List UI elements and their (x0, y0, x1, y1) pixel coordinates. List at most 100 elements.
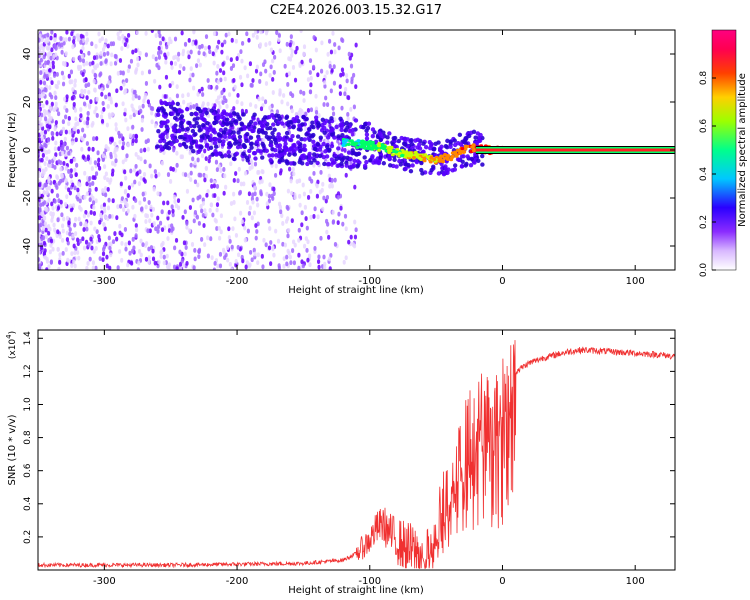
ridge-speckle (397, 158, 402, 164)
noise-speckle (347, 239, 351, 245)
ridge-speckle (478, 132, 483, 138)
noise-speckle (349, 63, 354, 69)
noise-speckle (96, 162, 101, 168)
noise-speckle (186, 102, 190, 108)
noise-speckle (111, 198, 115, 204)
noise-speckle (134, 164, 138, 169)
noise-speckle (60, 223, 65, 229)
noise-speckle (235, 56, 239, 61)
noise-speckle (43, 161, 47, 167)
x-tick-label: 0 (499, 576, 505, 587)
ridge-point (367, 140, 372, 144)
noise-speckle (288, 166, 292, 172)
noise-speckle (312, 170, 316, 176)
noise-speckle (236, 178, 240, 184)
ridge-speckle (288, 161, 294, 166)
noise-speckle (92, 204, 96, 210)
noise-speckle (124, 242, 128, 247)
noise-speckle (259, 189, 263, 195)
ridge-speckle (205, 134, 211, 140)
noise-speckle (286, 248, 290, 254)
noise-speckle (90, 41, 94, 47)
noise-speckle (148, 228, 152, 234)
noise-speckle (223, 39, 227, 45)
noise-speckle (316, 214, 320, 220)
ridge-speckle (197, 124, 202, 129)
noise-speckle (122, 81, 126, 87)
noise-speckle (61, 228, 65, 234)
ridge-point (446, 154, 451, 158)
ridge-speckle (280, 157, 285, 163)
noise-speckle (157, 259, 161, 265)
ridge-speckle (392, 143, 398, 149)
noise-speckle (132, 133, 136, 139)
noise-speckle (39, 245, 44, 251)
noise-speckle (134, 138, 138, 144)
noise-speckle (93, 160, 97, 165)
noise-speckle (48, 159, 52, 165)
ridge-speckle (264, 148, 270, 154)
ridge-speckle (235, 145, 241, 150)
noise-speckle (314, 93, 318, 99)
noise-speckle (78, 57, 82, 63)
ridge-speckle (302, 137, 307, 142)
noise-speckle (162, 200, 166, 206)
noise-speckle (67, 187, 71, 193)
noise-speckle (77, 66, 81, 71)
noise-speckle (163, 94, 167, 99)
noise-speckle (50, 188, 54, 194)
noise-speckle (341, 221, 345, 227)
ridge-speckle (448, 144, 453, 150)
ridge-speckle (429, 167, 434, 173)
noise-speckle (278, 88, 282, 94)
y-tick-label: 40 (22, 48, 33, 61)
ridge-point (341, 143, 346, 147)
noise-speckle (103, 175, 107, 181)
ridge-speckle (307, 127, 312, 132)
ridge-speckle (461, 154, 466, 159)
ridge-speckle (198, 108, 203, 114)
noise-speckle (215, 84, 219, 90)
noise-speckle (249, 249, 253, 255)
noise-speckle (148, 163, 152, 169)
ridge-speckle (204, 142, 210, 148)
noise-speckle (265, 191, 269, 197)
noise-speckle (73, 82, 77, 88)
ridge-speckle (480, 153, 485, 159)
noise-speckle (251, 32, 255, 38)
noise-speckle (166, 51, 170, 57)
ridge-speckle (178, 123, 183, 129)
noise-speckle (93, 87, 97, 93)
noise-speckle (345, 78, 349, 84)
noise-speckle (224, 252, 228, 258)
noise-speckle (206, 189, 210, 194)
ridge-speckle (272, 127, 277, 132)
noise-speckle (131, 248, 135, 254)
noise-speckle (344, 73, 349, 78)
noise-speckle (49, 35, 53, 41)
noise-speckle (192, 85, 196, 91)
noise-speckle (88, 182, 92, 188)
noise-speckle (72, 39, 76, 44)
noise-speckle (57, 181, 61, 186)
noise-speckle (56, 205, 61, 211)
spectrogram-x-label: Height of straight line (km) (288, 285, 424, 296)
ridge-speckle (217, 133, 222, 138)
ridge-speckle (162, 144, 168, 149)
noise-speckle (38, 53, 41, 59)
ridge-speckle (308, 133, 313, 138)
noise-speckle (304, 111, 308, 117)
noise-speckle (198, 62, 202, 68)
noise-speckle (351, 242, 355, 247)
ridge-speckle (471, 129, 477, 134)
noise-speckle (278, 48, 282, 54)
noise-speckle (68, 227, 72, 232)
noise-speckle (106, 104, 110, 109)
noise-speckle (82, 101, 87, 107)
noise-speckle (201, 212, 205, 218)
ridge-speckle (249, 141, 254, 146)
noise-speckle (131, 138, 135, 144)
noise-speckle (302, 44, 307, 50)
noise-speckle (254, 235, 258, 241)
ridge-speckle (370, 154, 375, 159)
